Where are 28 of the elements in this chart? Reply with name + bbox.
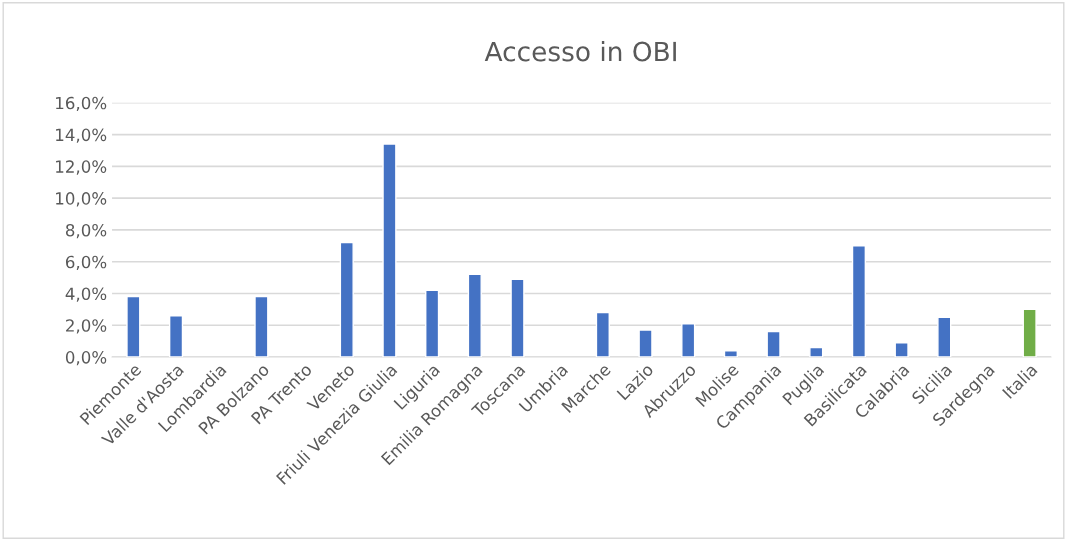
y-tick-label: 6,0% — [66, 255, 107, 270]
bar — [723, 350, 738, 358]
bar — [894, 342, 909, 358]
bar — [467, 273, 482, 358]
bar — [425, 289, 440, 358]
y-tick-label: 0,0% — [65, 351, 107, 366]
y-tick-label: 14,0% — [56, 128, 107, 143]
bar — [809, 346, 824, 358]
bar — [681, 322, 696, 358]
bar — [126, 295, 141, 358]
bar — [510, 278, 525, 358]
bar — [168, 315, 184, 358]
y-tick-label: 4,0% — [65, 287, 107, 302]
chart-title: Accesso in OBI — [484, 41, 676, 62]
bar — [382, 143, 397, 358]
y-tick-label: 10,0% — [56, 192, 107, 207]
bar — [339, 241, 354, 358]
bar — [851, 245, 867, 358]
bar — [254, 295, 269, 358]
y-tick-label: 2,0% — [66, 319, 107, 334]
bar — [638, 329, 653, 358]
bar — [595, 311, 610, 358]
bar — [1022, 308, 1037, 358]
y-tick-label: 12,0% — [56, 160, 107, 175]
y-tick-label: 8,0% — [65, 223, 107, 239]
bar — [937, 316, 952, 358]
bar — [766, 330, 781, 358]
y-tick-label: 16,0% — [56, 96, 107, 112]
